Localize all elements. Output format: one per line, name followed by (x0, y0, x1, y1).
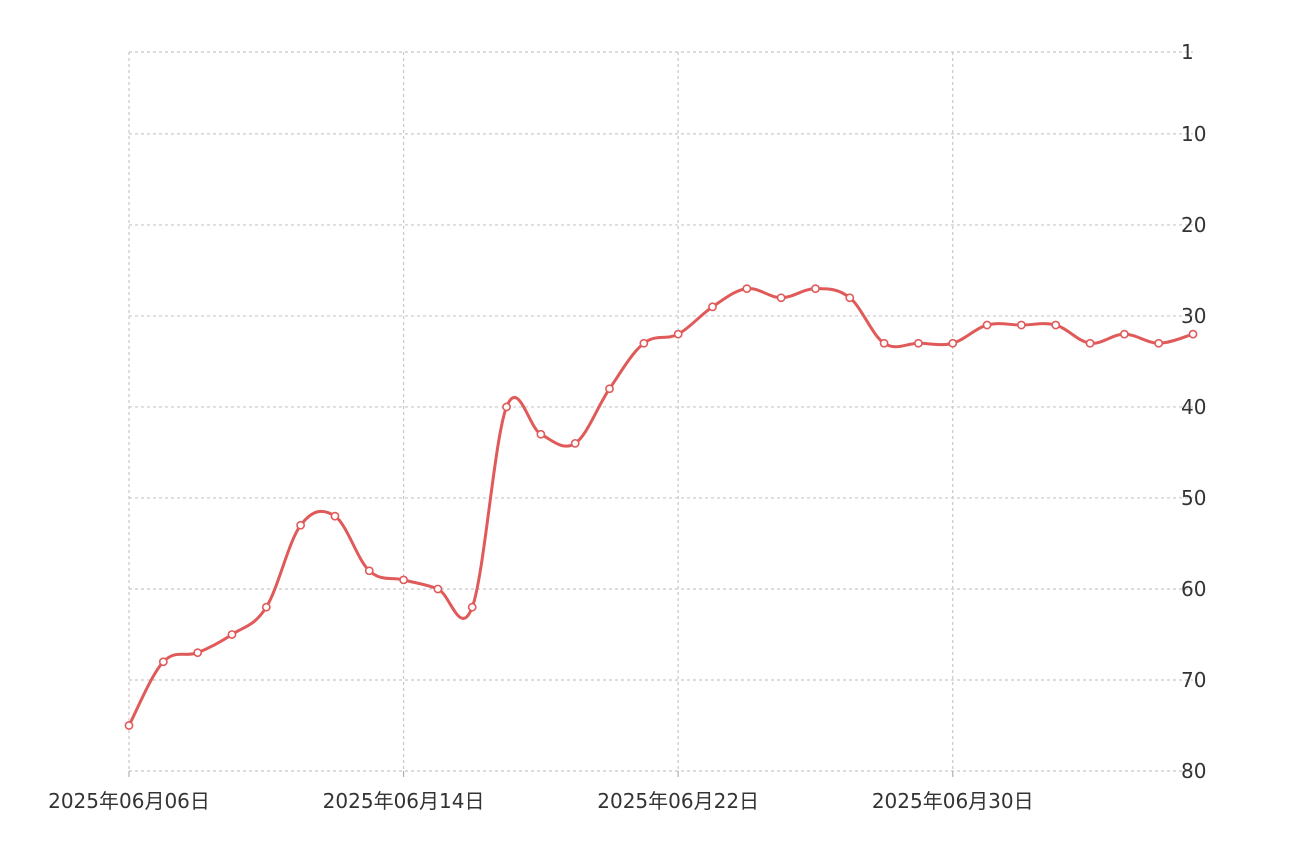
data-point[interactable] (227, 630, 237, 639)
data-point[interactable] (158, 657, 168, 667)
data-point[interactable] (914, 338, 923, 348)
x-tick-label: 2025年06月22日 (597, 789, 759, 813)
data-point[interactable] (1085, 338, 1095, 348)
y-tick-label: 30 (1181, 304, 1206, 328)
y-tick-label: 40 (1181, 395, 1206, 419)
y-tick-label: 60 (1181, 577, 1206, 601)
series-line (127, 287, 1195, 727)
data-point[interactable] (1154, 338, 1164, 348)
y-tick-label: 20 (1181, 213, 1206, 237)
data-point[interactable] (742, 284, 752, 294)
data-point[interactable] (948, 338, 958, 348)
data-point[interactable] (605, 384, 614, 394)
data-point[interactable] (1119, 329, 1129, 339)
data-point[interactable] (502, 402, 511, 412)
data-point[interactable] (570, 438, 580, 448)
series-path (127, 287, 1195, 727)
data-point[interactable] (982, 320, 992, 330)
axes: 1 10 20 30 40 50 60 70 80 2025年06月06日 2025年06月14日 2… (48, 40, 1206, 813)
data-point[interactable] (364, 566, 374, 576)
data-point[interactable] (879, 338, 889, 348)
data-point[interactable] (673, 329, 683, 339)
data-point[interactable] (296, 520, 306, 530)
data-point[interactable] (261, 602, 271, 612)
y-tick-label: 80 (1181, 759, 1206, 783)
x-tick-label: 2025年06月06日 (48, 789, 210, 813)
data-point[interactable] (1016, 320, 1026, 330)
data-point[interactable] (124, 721, 134, 730)
grid-lines (128, 51, 1193, 772)
data-point[interactable] (536, 429, 546, 439)
data-point[interactable] (1188, 329, 1198, 339)
data-point[interactable] (708, 302, 717, 312)
data-point[interactable] (845, 293, 855, 303)
y-tick-label: 10 (1181, 122, 1206, 146)
data-point[interactable] (330, 511, 340, 521)
y-tick-label: 1 (1181, 40, 1194, 64)
data-point[interactable] (811, 284, 820, 294)
data-point[interactable] (1051, 320, 1061, 330)
data-point[interactable] (639, 338, 649, 348)
y-tick-label: 50 (1181, 486, 1206, 510)
data-point[interactable] (433, 584, 443, 594)
x-tick-label: 2025年06月30日 (872, 789, 1034, 813)
x-tick-label: 2025年06月14日 (323, 789, 485, 813)
data-point[interactable] (467, 602, 477, 612)
data-point[interactable] (193, 648, 203, 658)
data-points (124, 284, 1198, 730)
data-point[interactable] (776, 293, 786, 303)
data-point[interactable] (399, 575, 408, 585)
y-tick-label: 70 (1181, 668, 1206, 692)
